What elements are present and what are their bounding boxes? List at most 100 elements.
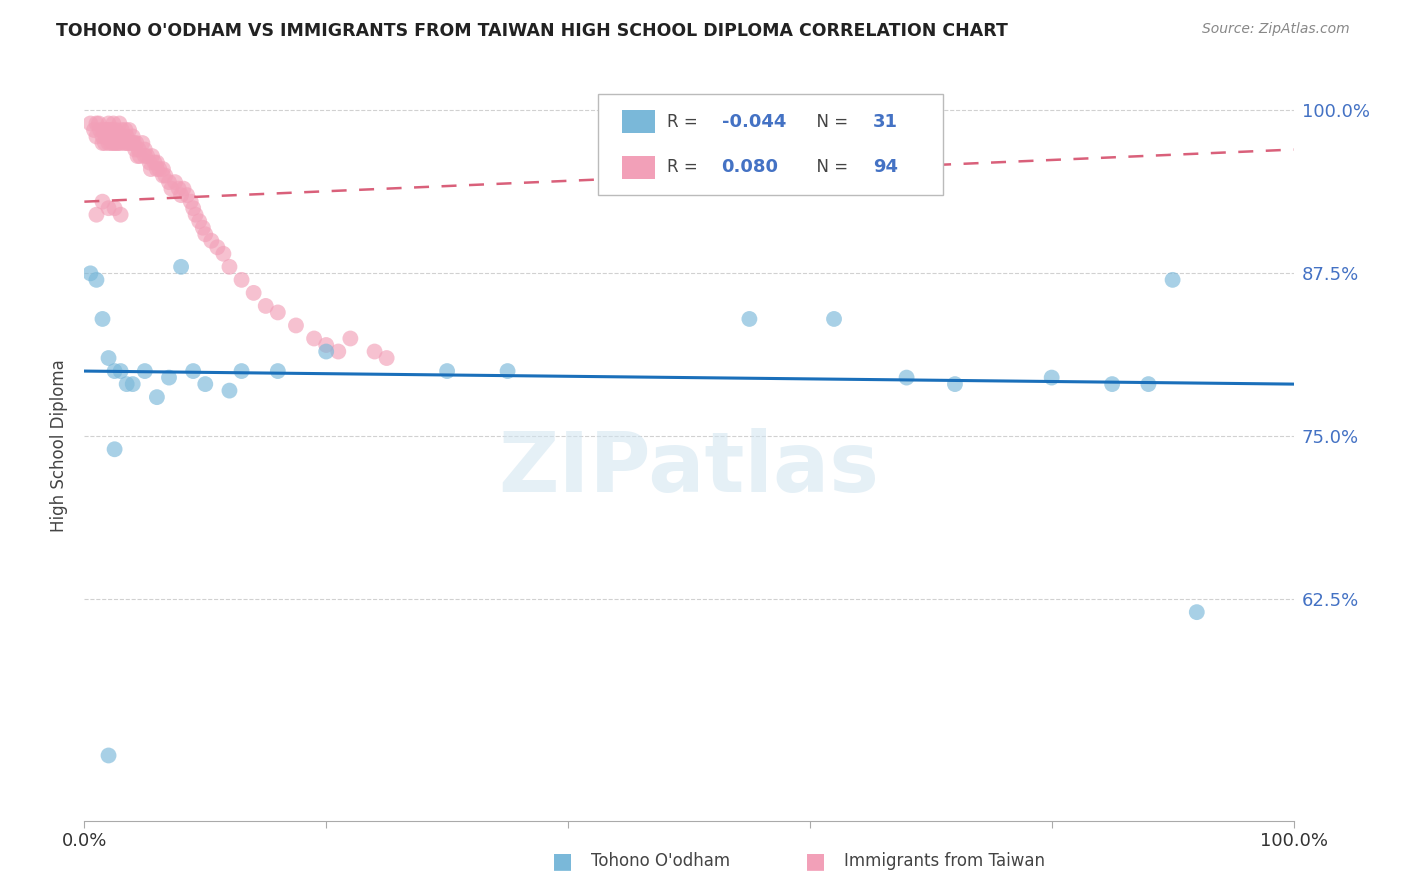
Point [1137,377,1160,392]
Point [212,247,235,261]
Point [254,299,277,313]
Point [93,123,115,137]
Point [98,123,121,137]
Point [97,116,120,130]
Point [1185,605,1208,619]
Point [94,129,117,144]
Point [218,260,240,274]
Point [117,136,139,150]
Point [100,129,122,144]
Point [86,116,108,130]
Point [315,344,337,359]
Point [207,240,229,254]
Point [738,312,761,326]
Point [160,181,183,195]
Point [181,364,204,378]
Point [120,136,142,150]
Point [110,129,132,144]
Point [138,155,160,169]
Point [94,123,117,137]
Point [302,331,325,345]
Point [83,123,105,137]
Point [173,181,195,195]
Point [104,123,127,137]
Point [110,208,132,222]
Bar [623,111,655,133]
Text: Tohono O'odham: Tohono O'odham [591,852,730,870]
Point [231,364,253,378]
Point [188,214,211,228]
Point [108,116,131,130]
Point [104,201,127,215]
Text: 31: 31 [873,112,898,130]
Point [231,273,253,287]
Point [339,331,361,345]
Text: 94: 94 [873,158,898,177]
Point [218,384,240,398]
Text: Source: ZipAtlas.com: Source: ZipAtlas.com [1202,22,1350,37]
Point [118,123,141,137]
Point [315,338,337,352]
Point [194,227,217,242]
Point [97,748,120,763]
Point [131,136,153,150]
Point [823,312,845,326]
Point [1101,377,1123,392]
Point [104,129,127,144]
Point [103,136,125,150]
Point [127,149,149,163]
Point [110,136,132,150]
Point [157,370,180,384]
Point [146,390,169,404]
Point [165,175,187,189]
Point [124,143,146,157]
Point [136,149,159,163]
Point [104,364,127,378]
Point [91,129,114,144]
Point [94,136,117,150]
Point [112,136,135,150]
Point [176,188,198,202]
Point [115,377,138,392]
Point [125,136,148,150]
Point [134,364,156,378]
Text: ZIPatlas: ZIPatlas [499,428,879,509]
Text: Immigrants from Taiwan: Immigrants from Taiwan [844,852,1045,870]
Point [152,162,174,177]
Point [79,266,101,280]
Point [167,181,190,195]
Point [86,129,108,144]
Text: R =: R = [668,158,709,177]
Text: ■: ■ [553,851,572,871]
Point [121,136,143,150]
Point [105,129,128,144]
Text: N =: N = [806,112,853,130]
Y-axis label: High School Diploma: High School Diploma [51,359,69,533]
Point [1161,273,1184,287]
Text: ■: ■ [806,851,825,871]
Point [363,344,385,359]
Point [436,364,458,378]
Point [91,194,114,209]
Point [101,123,124,137]
Point [141,149,163,163]
Point [148,162,170,177]
Point [86,273,108,287]
FancyBboxPatch shape [599,94,943,195]
Point [157,175,180,189]
Point [105,136,128,150]
Point [86,208,108,222]
Point [1040,370,1063,384]
Point [87,116,110,130]
Point [242,285,264,300]
Point [91,312,114,326]
Point [191,220,214,235]
Point [146,162,169,177]
Point [110,364,132,378]
Text: N =: N = [806,158,853,177]
Point [114,123,136,137]
Point [194,377,217,392]
Point [121,377,143,392]
Point [170,188,193,202]
Point [121,129,143,144]
